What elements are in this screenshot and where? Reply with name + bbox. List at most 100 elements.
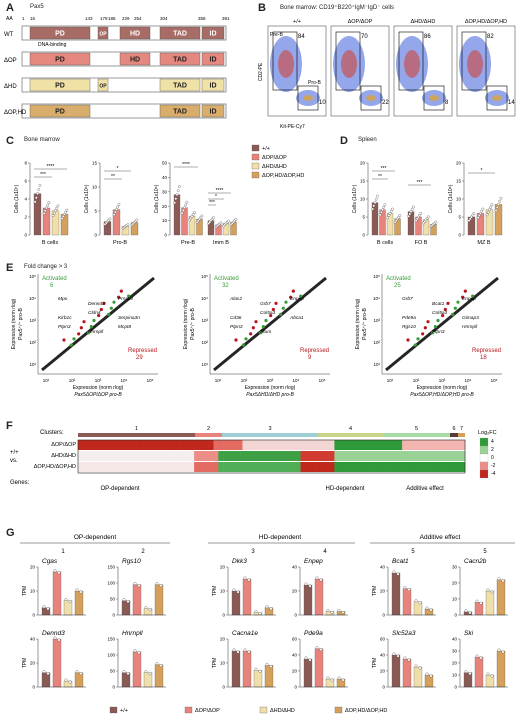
- heatmap-cell: [131, 451, 137, 461]
- de-gene-point: [284, 300, 288, 304]
- tpm-point: [308, 584, 312, 588]
- tpm-point: [501, 650, 505, 654]
- tpm-point: [122, 598, 126, 602]
- de-gene-point: [446, 301, 450, 305]
- heatmap-cell: [397, 440, 403, 450]
- y-tick-label: 30: [452, 565, 458, 570]
- heatmap-cell: [305, 462, 311, 472]
- data-point: [180, 211, 184, 215]
- tpm-point: [46, 672, 50, 676]
- gene-name: Dennd3: [42, 630, 65, 637]
- heatmap-cell: [160, 462, 166, 472]
- heatmap-cell: [174, 451, 180, 461]
- x-tick: 10²: [69, 378, 76, 383]
- y-tick: 10⁴: [373, 296, 380, 301]
- domain-pd: [29, 52, 91, 66]
- panel-e-label: E: [6, 262, 14, 274]
- de-gene-point: [453, 306, 457, 310]
- tpm-bar: [496, 579, 506, 616]
- x-axis-label: Expression (norm rlog): [417, 385, 468, 391]
- data-point: [175, 193, 179, 197]
- tpm-point: [57, 638, 61, 642]
- sig-label: ***: [417, 180, 423, 186]
- x-label: B cells: [42, 240, 58, 246]
- data-point: [234, 218, 238, 221]
- cluster-number: 4: [349, 426, 352, 432]
- heatmap-cell: [126, 462, 132, 472]
- scale-swatch: [479, 461, 489, 471]
- gene-label: Alas2: [229, 296, 242, 302]
- heatmap-cell: [344, 440, 350, 450]
- heatmap-cell: [348, 462, 355, 472]
- flow-core: [467, 50, 483, 78]
- tpm-point: [68, 680, 72, 684]
- scale-tick: -2: [491, 463, 496, 469]
- x-gene: Pax5ΔOP/ΔOP pro-B: [74, 392, 122, 398]
- heatmap-cell: [324, 462, 330, 472]
- sig-label: **: [378, 174, 382, 180]
- heatmap-cell: [348, 451, 355, 461]
- y-tick: 10²: [29, 340, 36, 345]
- tpm-point: [148, 608, 152, 612]
- de-gene-point: [72, 337, 76, 341]
- heatmap-cell: [281, 451, 287, 461]
- de-gene-point: [456, 300, 460, 304]
- tpm-point: [418, 601, 422, 605]
- domain-id: [201, 104, 225, 118]
- repressed-count: 29: [136, 355, 143, 361]
- heatmap-cell: [416, 451, 422, 461]
- heatmap-cell: [232, 451, 238, 461]
- tpm-point: [308, 658, 312, 662]
- legend-swatch: [251, 171, 260, 179]
- de-gene-point: [451, 312, 455, 316]
- gene-label: Ptpn3: [58, 324, 71, 330]
- y-tick-label: 2: [24, 215, 27, 220]
- data-point: [126, 223, 130, 226]
- data-point: [481, 207, 485, 211]
- de-gene-point: [413, 343, 417, 347]
- heatmap-cell: [348, 440, 355, 450]
- legend-swatch: [251, 162, 260, 170]
- tpm-point: [392, 652, 396, 656]
- heatmap-cell: [281, 440, 287, 450]
- y-tick: 10⁴: [201, 296, 208, 301]
- heatmap-cell: [397, 462, 403, 472]
- de-gene-point: [79, 326, 83, 330]
- x-axis-label: Expression (norm rlog): [245, 385, 296, 391]
- heatmap-cell: [155, 462, 161, 472]
- bar: [42, 207, 51, 236]
- bar: [371, 202, 379, 236]
- heatmap-cell: [286, 451, 292, 461]
- scale-title: Log₂FC: [478, 430, 497, 436]
- panel-a-title: Pax5: [30, 4, 44, 10]
- y-tick-label: 20: [360, 161, 366, 166]
- activated-label: Activated: [386, 276, 411, 282]
- tpm-point: [137, 584, 141, 588]
- heatmap-cell: [339, 440, 345, 450]
- heatmap-cell: [155, 440, 161, 450]
- tpm-point: [330, 678, 334, 682]
- data-point: [189, 216, 193, 220]
- panel-a-label: A: [6, 2, 14, 14]
- heatmap-cell: [460, 440, 466, 450]
- tpm-point: [144, 670, 148, 674]
- cluster-number: 1: [135, 426, 138, 432]
- tpm-point: [319, 648, 323, 652]
- heatmap-cell: [271, 462, 277, 472]
- y-tick-label: 40: [380, 565, 386, 570]
- y-axis-label: Cells (1x10⁶): [448, 184, 454, 213]
- heatmap-cell: [334, 440, 340, 450]
- y-tick-label: 20: [220, 565, 226, 570]
- tpm-point: [392, 570, 396, 574]
- data-point: [37, 188, 41, 191]
- gene-name: Cacn2b: [464, 558, 487, 565]
- y-tick-label: 0: [382, 685, 385, 690]
- heatmap-cell: [227, 451, 234, 461]
- y-tick: 10⁵: [201, 274, 208, 279]
- protein-outline: [21, 77, 227, 93]
- heatmap-cell: [387, 451, 393, 461]
- tpm-point: [122, 670, 126, 674]
- tpm-point: [137, 651, 141, 655]
- scale-tick: 2: [491, 447, 494, 453]
